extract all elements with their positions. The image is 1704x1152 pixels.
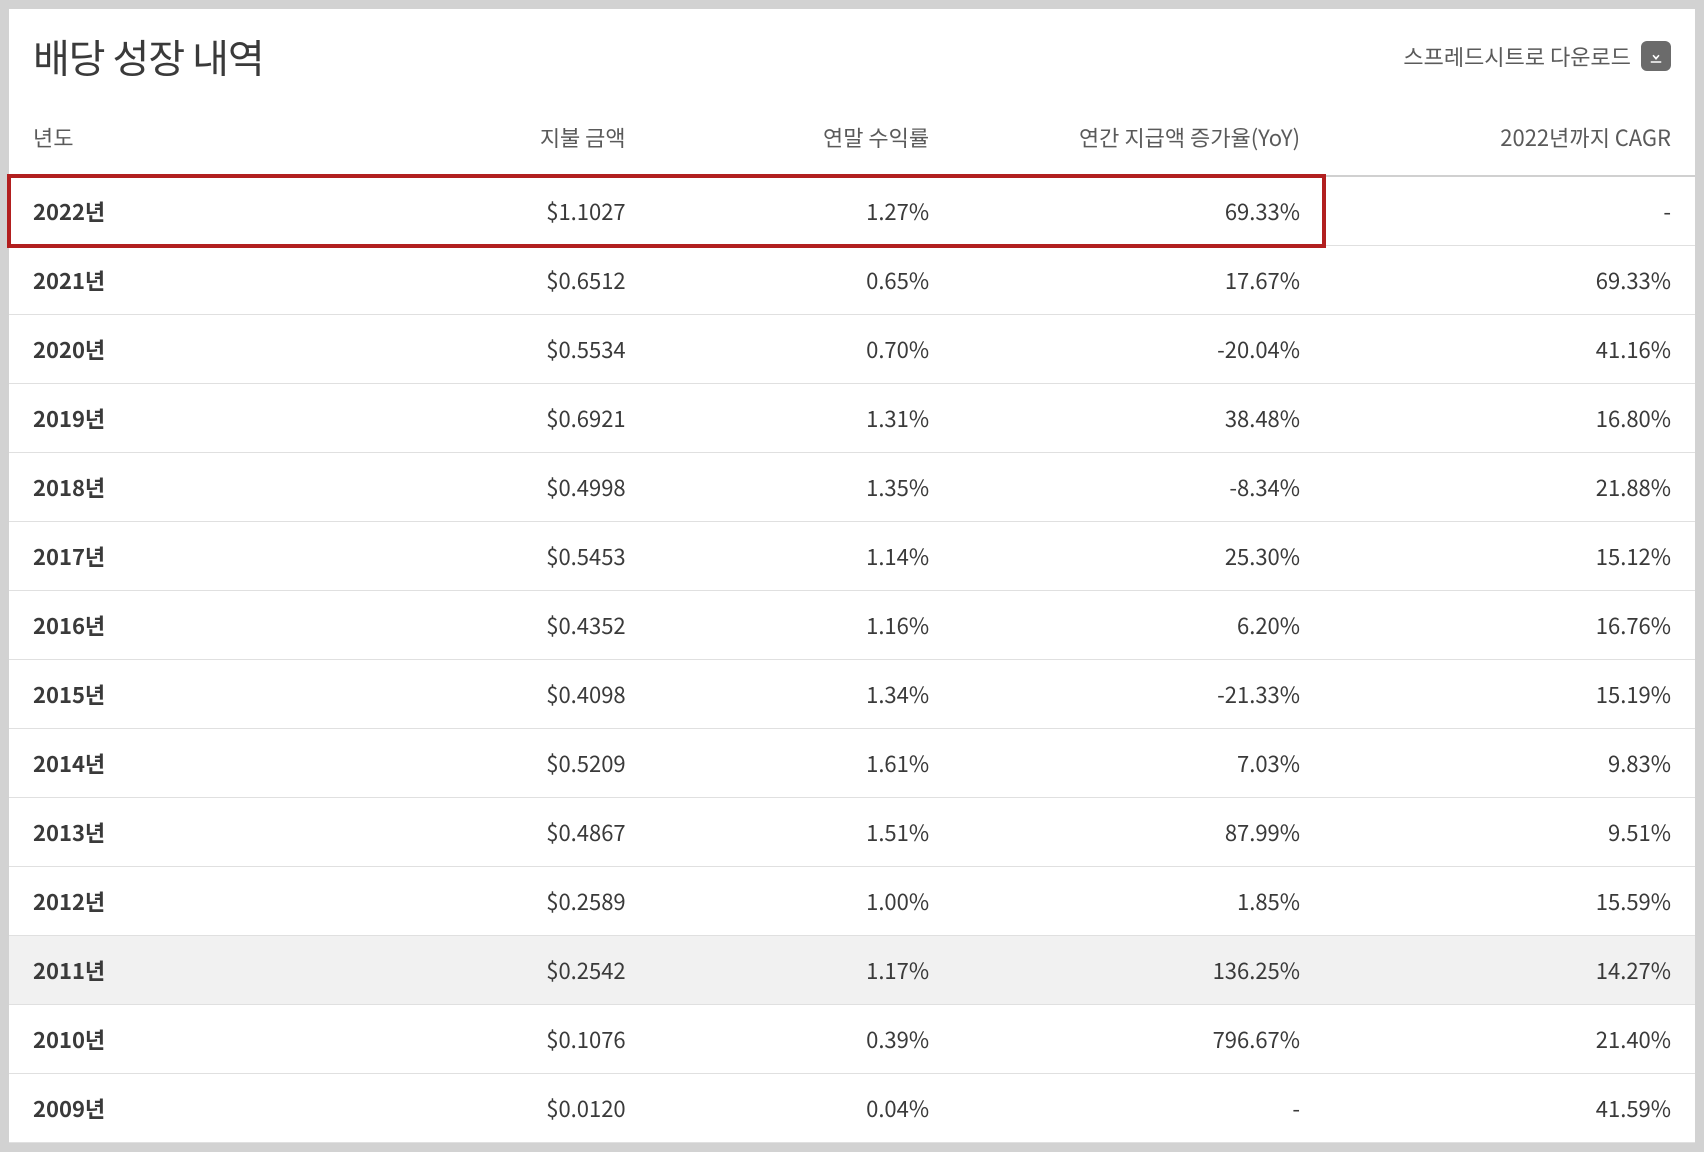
cell-cagr: 15.19% xyxy=(1324,660,1695,729)
cell-cagr: 21.88% xyxy=(1324,453,1695,522)
cell-cagr: - xyxy=(1324,176,1695,246)
table-row[interactable]: 2016년$0.43521.16%6.20%16.76% xyxy=(9,591,1695,660)
cell-yield: 0.70% xyxy=(650,315,953,384)
cell-yield: 1.51% xyxy=(650,798,953,867)
cell-yoy: 38.48% xyxy=(953,384,1324,453)
cell-cagr: 9.51% xyxy=(1324,798,1695,867)
cell-cagr: 16.80% xyxy=(1324,384,1695,453)
cell-payment: $0.6921 xyxy=(346,384,649,453)
cell-yield: 1.35% xyxy=(650,453,953,522)
cell-yoy: -8.34% xyxy=(953,453,1324,522)
cell-yield: 1.14% xyxy=(650,522,953,591)
table-row[interactable]: 2013년$0.48671.51%87.99%9.51% xyxy=(9,798,1695,867)
table-row[interactable]: 2017년$0.54531.14%25.30%15.12% xyxy=(9,522,1695,591)
cell-year: 2013년 xyxy=(9,798,346,867)
cell-yoy: -21.33% xyxy=(953,660,1324,729)
download-label: 스프레드시트로 다운로드 xyxy=(1403,40,1631,72)
cell-yield: 1.31% xyxy=(650,384,953,453)
cell-yoy: 6.20% xyxy=(953,591,1324,660)
cell-yoy: 136.25% xyxy=(953,936,1324,1005)
cell-cagr: 15.12% xyxy=(1324,522,1695,591)
table-row[interactable]: 2012년$0.25891.00%1.85%15.59% xyxy=(9,867,1695,936)
cell-payment: $0.5209 xyxy=(346,729,649,798)
table-row[interactable]: 2021년$0.65120.65%17.67%69.33% xyxy=(9,246,1695,315)
cell-payment: $0.4352 xyxy=(346,591,649,660)
col-header-payment[interactable]: 지불 금액 xyxy=(346,99,649,176)
cell-year: 2015년 xyxy=(9,660,346,729)
cell-payment: $0.5453 xyxy=(346,522,649,591)
cell-yoy: 7.03% xyxy=(953,729,1324,798)
table-row[interactable]: 2018년$0.49981.35%-8.34%21.88% xyxy=(9,453,1695,522)
cell-payment: $0.0120 xyxy=(346,1074,649,1143)
table-row[interactable]: 2022년$1.10271.27%69.33%- xyxy=(9,176,1695,246)
dividend-growth-table: 년도 지불 금액 연말 수익률 연간 지급액 증가율(YoY) 2022년까지 … xyxy=(9,99,1695,1143)
cell-yoy: - xyxy=(953,1074,1324,1143)
cell-yoy: 796.67% xyxy=(953,1005,1324,1074)
cell-yield: 1.34% xyxy=(650,660,953,729)
cell-yoy: 25.30% xyxy=(953,522,1324,591)
cell-yoy: 17.67% xyxy=(953,246,1324,315)
cell-cagr: 16.76% xyxy=(1324,591,1695,660)
cell-yield: 1.16% xyxy=(650,591,953,660)
cell-cagr: 14.27% xyxy=(1324,936,1695,1005)
cell-yoy: 87.99% xyxy=(953,798,1324,867)
cell-payment: $0.4867 xyxy=(346,798,649,867)
cell-cagr: 21.40% xyxy=(1324,1005,1695,1074)
cell-year: 2011년 xyxy=(9,936,346,1005)
table-body: 2022년$1.10271.27%69.33%-2021년$0.65120.65… xyxy=(9,176,1695,1143)
cell-payment: $0.2589 xyxy=(346,867,649,936)
cell-yoy: 1.85% xyxy=(953,867,1324,936)
cell-year: 2018년 xyxy=(9,453,346,522)
cell-payment: $0.6512 xyxy=(346,246,649,315)
table-row[interactable]: 2020년$0.55340.70%-20.04%41.16% xyxy=(9,315,1695,384)
cell-yield: 0.04% xyxy=(650,1074,953,1143)
cell-year: 2014년 xyxy=(9,729,346,798)
cell-cagr: 69.33% xyxy=(1324,246,1695,315)
cell-yield: 1.27% xyxy=(650,176,953,246)
cell-year: 2010년 xyxy=(9,1005,346,1074)
download-icon xyxy=(1641,41,1671,71)
cell-year: 2019년 xyxy=(9,384,346,453)
table-header-row: 년도 지불 금액 연말 수익률 연간 지급액 증가율(YoY) 2022년까지 … xyxy=(9,99,1695,176)
cell-year: 2021년 xyxy=(9,246,346,315)
table-row[interactable]: 2015년$0.40981.34%-21.33%15.19% xyxy=(9,660,1695,729)
cell-payment: $0.4998 xyxy=(346,453,649,522)
cell-yield: 1.00% xyxy=(650,867,953,936)
cell-cagr: 41.59% xyxy=(1324,1074,1695,1143)
cell-yield: 0.65% xyxy=(650,246,953,315)
table-wrapper: 년도 지불 금액 연말 수익률 연간 지급액 증가율(YoY) 2022년까지 … xyxy=(9,99,1695,1143)
cell-cagr: 9.83% xyxy=(1324,729,1695,798)
col-header-year[interactable]: 년도 xyxy=(9,99,346,176)
cell-yoy: 69.33% xyxy=(953,176,1324,246)
col-header-yield[interactable]: 연말 수익률 xyxy=(650,99,953,176)
card-title: 배당 성장 내역 xyxy=(33,27,264,85)
cell-yield: 0.39% xyxy=(650,1005,953,1074)
table-row[interactable]: 2011년$0.25421.17%136.25%14.27% xyxy=(9,936,1695,1005)
table-row[interactable]: 2014년$0.52091.61%7.03%9.83% xyxy=(9,729,1695,798)
cell-cagr: 15.59% xyxy=(1324,867,1695,936)
cell-payment: $0.1076 xyxy=(346,1005,649,1074)
table-row[interactable]: 2010년$0.10760.39%796.67%21.40% xyxy=(9,1005,1695,1074)
table-row[interactable]: 2019년$0.69211.31%38.48%16.80% xyxy=(9,384,1695,453)
cell-year: 2017년 xyxy=(9,522,346,591)
col-header-cagr[interactable]: 2022년까지 CAGR xyxy=(1324,99,1695,176)
dividend-growth-card: 배당 성장 내역 스프레드시트로 다운로드 년도 지불 금액 연말 수익률 연간… xyxy=(8,8,1696,1144)
cell-payment: $0.5534 xyxy=(346,315,649,384)
cell-year: 2012년 xyxy=(9,867,346,936)
cell-yield: 1.17% xyxy=(650,936,953,1005)
cell-year: 2009년 xyxy=(9,1074,346,1143)
cell-cagr: 41.16% xyxy=(1324,315,1695,384)
cell-year: 2016년 xyxy=(9,591,346,660)
card-header: 배당 성장 내역 스프레드시트로 다운로드 xyxy=(9,9,1695,99)
cell-payment: $0.4098 xyxy=(346,660,649,729)
cell-yield: 1.61% xyxy=(650,729,953,798)
cell-year: 2020년 xyxy=(9,315,346,384)
col-header-yoy[interactable]: 연간 지급액 증가율(YoY) xyxy=(953,99,1324,176)
download-spreadsheet-button[interactable]: 스프레드시트로 다운로드 xyxy=(1403,40,1671,72)
cell-year: 2022년 xyxy=(9,176,346,246)
table-row[interactable]: 2009년$0.01200.04%-41.59% xyxy=(9,1074,1695,1143)
cell-yoy: -20.04% xyxy=(953,315,1324,384)
cell-payment: $1.1027 xyxy=(346,176,649,246)
cell-payment: $0.2542 xyxy=(346,936,649,1005)
